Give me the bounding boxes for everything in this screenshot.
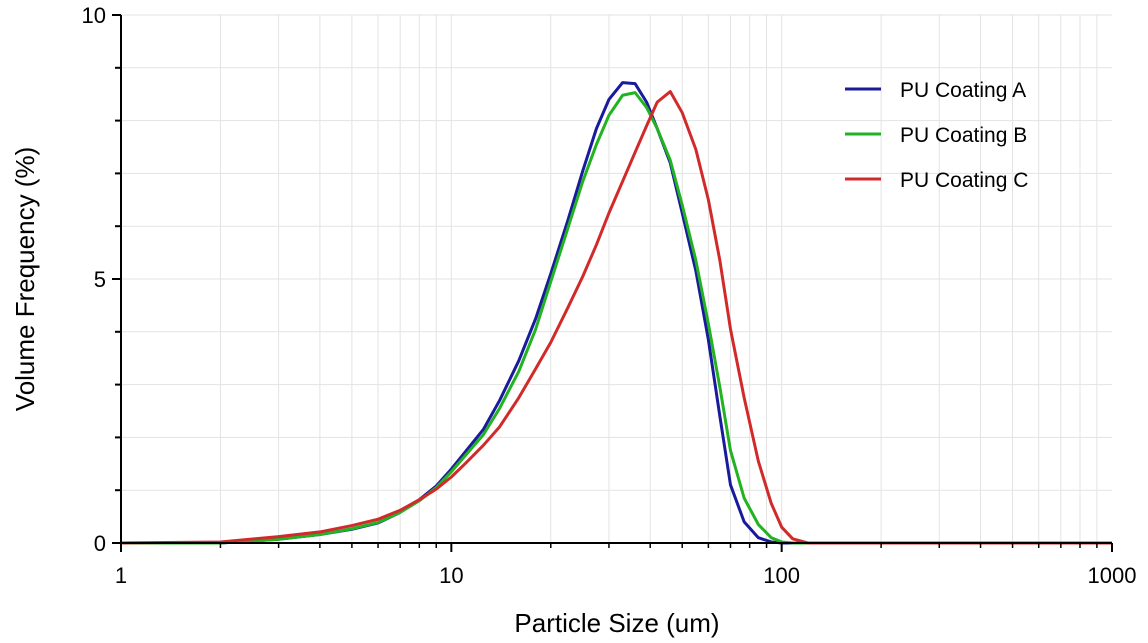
legend-label-1: PU Coating A bbox=[900, 79, 1026, 102]
legend-label-3: PU Coating C bbox=[900, 169, 1028, 192]
x-tick-label: 1 bbox=[115, 563, 127, 588]
legend: PU Coating A PU Coating B PU Coating C bbox=[845, 79, 1028, 192]
axes: 1 10 100 1000 0 5 10 bbox=[82, 3, 1137, 588]
series-line-2 bbox=[121, 91, 1112, 545]
series-lines bbox=[120, 81, 1112, 545]
x-axis-title: Particle Size (um) bbox=[514, 608, 719, 638]
y-axis-title: Volume Frequency (%) bbox=[10, 147, 40, 411]
x-tick-label: 100 bbox=[763, 563, 800, 588]
x-tick-label: 1000 bbox=[1088, 563, 1137, 588]
x-tick-label: 10 bbox=[439, 563, 463, 588]
series-line-3 bbox=[120, 90, 1112, 545]
grid bbox=[121, 14, 1112, 543]
y-tick-label: 0 bbox=[94, 531, 106, 556]
y-tick-label: 5 bbox=[94, 267, 106, 292]
y-tick-label: 10 bbox=[82, 3, 106, 28]
legend-label-2: PU Coating B bbox=[900, 124, 1027, 147]
series-line-1 bbox=[121, 81, 1112, 545]
